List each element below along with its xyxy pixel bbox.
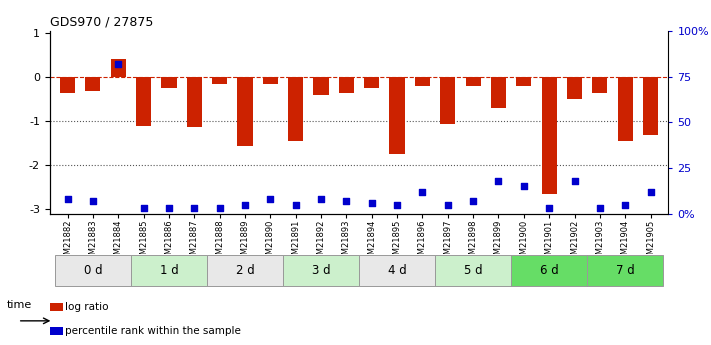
Point	[240, 202, 251, 207]
Text: 5 d: 5 d	[464, 264, 483, 277]
Point	[290, 202, 301, 207]
Text: 3 d: 3 d	[311, 264, 331, 277]
Text: 2 d: 2 d	[235, 264, 255, 277]
Point	[87, 198, 99, 204]
Point	[264, 197, 276, 202]
Point	[164, 206, 175, 211]
Point	[619, 202, 631, 207]
Text: 6 d: 6 d	[540, 264, 559, 277]
Text: 4 d: 4 d	[387, 264, 407, 277]
Point	[188, 206, 200, 211]
Bar	[136, 77, 151, 126]
Bar	[542, 77, 557, 194]
Point	[62, 197, 73, 202]
Point	[645, 189, 656, 195]
Bar	[592, 77, 607, 93]
Bar	[516, 77, 531, 86]
Text: 0 d: 0 d	[84, 264, 102, 277]
Point	[569, 178, 580, 184]
Text: log ratio: log ratio	[65, 302, 109, 312]
Point	[138, 206, 149, 211]
Bar	[161, 77, 176, 88]
Bar	[288, 77, 304, 141]
Bar	[263, 77, 278, 84]
Bar	[567, 77, 582, 99]
Bar	[131, 255, 207, 286]
Text: 7 d: 7 d	[616, 264, 635, 277]
Bar	[314, 77, 328, 95]
Bar	[187, 77, 202, 127]
Bar	[338, 77, 354, 93]
Bar	[440, 77, 455, 124]
Bar	[212, 77, 228, 84]
Bar	[618, 77, 633, 141]
Bar	[491, 77, 506, 108]
Bar	[587, 255, 663, 286]
Bar	[85, 77, 100, 91]
Point	[341, 198, 352, 204]
Point	[493, 178, 504, 184]
Point	[594, 206, 606, 211]
Bar	[364, 77, 380, 88]
Point	[442, 202, 454, 207]
Bar	[415, 77, 430, 86]
Bar	[511, 255, 587, 286]
Point	[518, 184, 530, 189]
Bar	[435, 255, 511, 286]
Point	[316, 197, 327, 202]
Bar	[207, 255, 283, 286]
Bar	[60, 77, 75, 93]
Text: 1 d: 1 d	[159, 264, 178, 277]
Point	[112, 61, 124, 67]
Bar	[111, 59, 126, 77]
Bar	[359, 255, 435, 286]
Point	[366, 200, 378, 206]
Bar	[466, 77, 481, 86]
Bar	[643, 77, 658, 135]
Point	[417, 189, 428, 195]
Bar	[390, 77, 405, 155]
Text: GDS970 / 27875: GDS970 / 27875	[50, 16, 153, 29]
Point	[467, 198, 479, 204]
Text: percentile rank within the sample: percentile rank within the sample	[65, 326, 241, 336]
Text: time: time	[7, 300, 33, 310]
Bar	[237, 77, 252, 146]
Bar	[55, 255, 131, 286]
Point	[391, 202, 402, 207]
Point	[214, 206, 225, 211]
Point	[543, 206, 555, 211]
Bar	[283, 255, 359, 286]
